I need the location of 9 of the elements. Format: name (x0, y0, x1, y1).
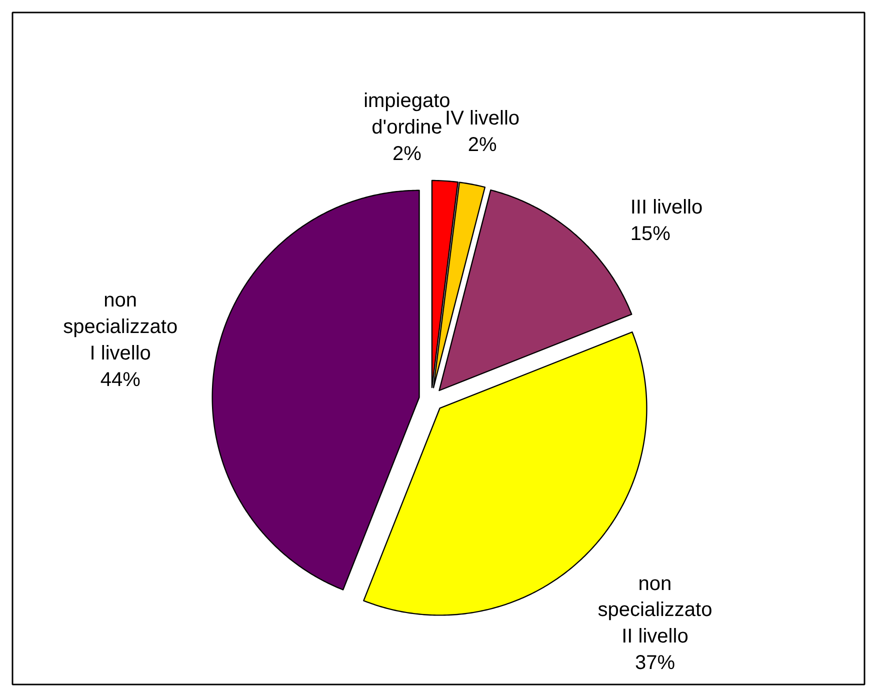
data-label: 44% (100, 368, 141, 391)
slice-label: IV livello (445, 108, 520, 130)
slice-label: non specializzato I livello (63, 290, 178, 365)
slice-label: III livello (630, 196, 703, 218)
data-label: 2% (392, 142, 422, 165)
slice-label: non specializzato II livello (598, 572, 712, 648)
data-label: 2% (468, 134, 497, 156)
data-label: 15% (630, 222, 671, 245)
data-label: 37% (634, 652, 676, 674)
